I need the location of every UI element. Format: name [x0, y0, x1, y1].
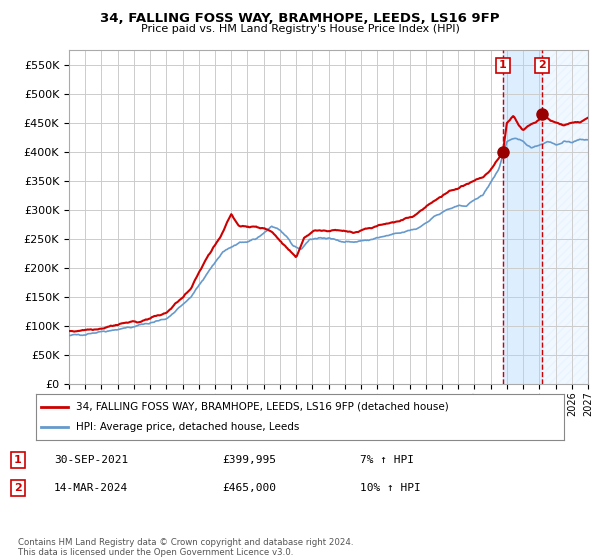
Text: HPI: Average price, detached house, Leeds: HPI: Average price, detached house, Leed… [76, 422, 299, 432]
Text: £399,995: £399,995 [222, 455, 276, 465]
Text: 2: 2 [14, 483, 22, 493]
Bar [542, 50, 588, 384]
Text: 30-SEP-2021: 30-SEP-2021 [54, 455, 128, 465]
Bar [503, 50, 542, 384]
Text: £465,000: £465,000 [222, 483, 276, 493]
Text: 1: 1 [14, 455, 22, 465]
Text: 10% ↑ HPI: 10% ↑ HPI [360, 483, 421, 493]
Text: 34, FALLING FOSS WAY, BRAMHOPE, LEEDS, LS16 9FP (detached house): 34, FALLING FOSS WAY, BRAMHOPE, LEEDS, L… [76, 402, 448, 412]
Text: 14-MAR-2024: 14-MAR-2024 [54, 483, 128, 493]
Text: 7% ↑ HPI: 7% ↑ HPI [360, 455, 414, 465]
Text: 1: 1 [499, 60, 507, 71]
Text: 2: 2 [538, 60, 546, 71]
Text: Contains HM Land Registry data © Crown copyright and database right 2024.
This d: Contains HM Land Registry data © Crown c… [18, 538, 353, 557]
Text: 34, FALLING FOSS WAY, BRAMHOPE, LEEDS, LS16 9FP: 34, FALLING FOSS WAY, BRAMHOPE, LEEDS, L… [100, 12, 500, 25]
Text: Price paid vs. HM Land Registry's House Price Index (HPI): Price paid vs. HM Land Registry's House … [140, 24, 460, 34]
